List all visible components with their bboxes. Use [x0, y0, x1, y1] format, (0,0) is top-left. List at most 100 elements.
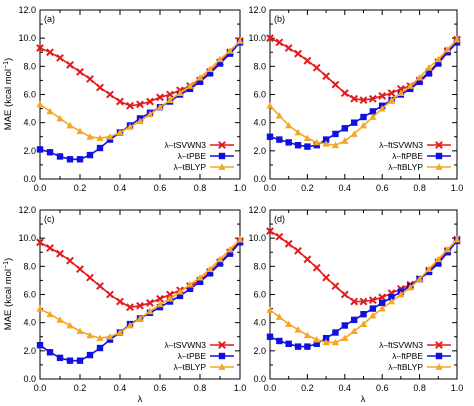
y-axis-title-close: ): [3, 258, 14, 261]
series-1: [266, 237, 461, 350]
y-axis-title-superscript: −1: [3, 261, 10, 269]
data-point-stroke: [368, 296, 377, 305]
data-point: [285, 139, 292, 146]
data-point-stroke: [76, 68, 84, 76]
x-tick-label: 0.6: [376, 183, 389, 193]
data-point: [166, 295, 174, 302]
data-point: [397, 290, 405, 298]
y-axis-title: MAE (kcal mol−1): [3, 58, 14, 130]
data-point-stroke: [66, 256, 74, 265]
data-point: [285, 340, 292, 347]
data-point: [378, 304, 386, 312]
data-point: [36, 342, 44, 349]
data-point: [36, 44, 44, 52]
data-point: [86, 351, 94, 359]
data-point-stroke: [36, 44, 44, 52]
data-point: [86, 331, 94, 339]
x-tick-label: 0.4: [339, 183, 352, 193]
series-2: [266, 235, 461, 346]
data-point: [196, 274, 204, 281]
y-tick-label: 12.0: [248, 205, 266, 215]
data-point: [340, 89, 349, 97]
plot-frame: [39, 209, 241, 380]
data-point: [266, 306, 274, 313]
data-point-stroke: [266, 34, 274, 43]
data-point: [266, 227, 274, 236]
data-point-stroke: [322, 273, 331, 282]
legend-label: λ–tPBE: [178, 151, 207, 161]
data-point: [406, 283, 414, 291]
data-point: [425, 64, 433, 71]
data-point: [350, 297, 359, 306]
y-tick-label: 8.0: [23, 261, 36, 271]
data-point: [126, 123, 134, 130]
legend-marker: [435, 163, 443, 170]
data-point-stroke: [312, 63, 321, 72]
y-axis-title: MAE (kcal mol−1): [3, 258, 14, 330]
data-point: [369, 108, 377, 115]
series-2: [36, 37, 244, 142]
data-point: [206, 65, 214, 73]
data-point: [303, 331, 311, 339]
data-point: [56, 153, 64, 160]
data-point: [76, 265, 84, 274]
y-tick-label: 12.0: [18, 5, 36, 15]
y-axis-title-superscript: −1: [3, 61, 10, 69]
data-point: [206, 70, 214, 77]
data-point: [266, 34, 274, 43]
y-tick-label: 8.0: [253, 61, 266, 71]
data-point: [350, 316, 358, 324]
data-point: [236, 37, 244, 44]
data-point: [126, 303, 134, 312]
data-point-stroke: [86, 273, 94, 282]
data-point: [46, 349, 54, 356]
y-tick-label: 12.0: [18, 205, 36, 215]
data-point: [76, 127, 84, 134]
data-point: [453, 35, 461, 43]
data-point: [76, 68, 84, 76]
x-tick-label: 0.8: [413, 383, 426, 393]
data-point: [294, 246, 302, 255]
data-point: [322, 140, 330, 147]
x-tick-label: 0.0: [34, 383, 47, 393]
data-point: [116, 97, 124, 106]
data-point: [359, 320, 368, 327]
data-point: [176, 292, 184, 300]
legend-marker: [435, 152, 443, 160]
legend-marker: [435, 341, 443, 349]
data-point: [406, 82, 414, 89]
data-point: [294, 128, 302, 136]
data-point: [434, 255, 442, 263]
data-point: [332, 329, 339, 336]
data-point: [186, 285, 194, 293]
x-tick-label: 0.2: [74, 383, 87, 393]
data-point: [350, 94, 359, 103]
y-tick-label: 8.0: [23, 61, 36, 71]
data-point: [36, 100, 44, 108]
data-point: [322, 72, 331, 81]
data-point-stroke: [166, 90, 174, 99]
legend-marker: [218, 352, 226, 360]
data-point: [425, 70, 433, 77]
data-point: [86, 273, 94, 282]
data-point: [434, 55, 442, 63]
data-point: [136, 314, 144, 322]
data-point: [359, 297, 368, 306]
panel-d: 0.0 0.2 0.4 0.6 0.8 1.0 0.0 2.0 4.0 6.0 8.0 10.0 12.…: [248, 205, 463, 393]
y-axis-title-main: MAE (kcal mol: [3, 69, 14, 130]
legend-marker-stroke: [435, 341, 443, 349]
data-point-stroke: [136, 100, 144, 109]
data-point: [206, 270, 214, 277]
data-point-stroke: [96, 282, 104, 290]
data-point: [303, 56, 312, 65]
legend-label: λ–ftSVWN3: [379, 340, 423, 350]
data-point-stroke: [275, 38, 284, 47]
x-axis-title: λ: [361, 394, 366, 405]
data-point-stroke: [126, 101, 134, 110]
legend-label: λ–ftPBE: [392, 351, 423, 361]
x-tick-label: 1.0: [451, 383, 464, 393]
data-point: [86, 151, 94, 159]
data-point-stroke: [56, 249, 64, 258]
